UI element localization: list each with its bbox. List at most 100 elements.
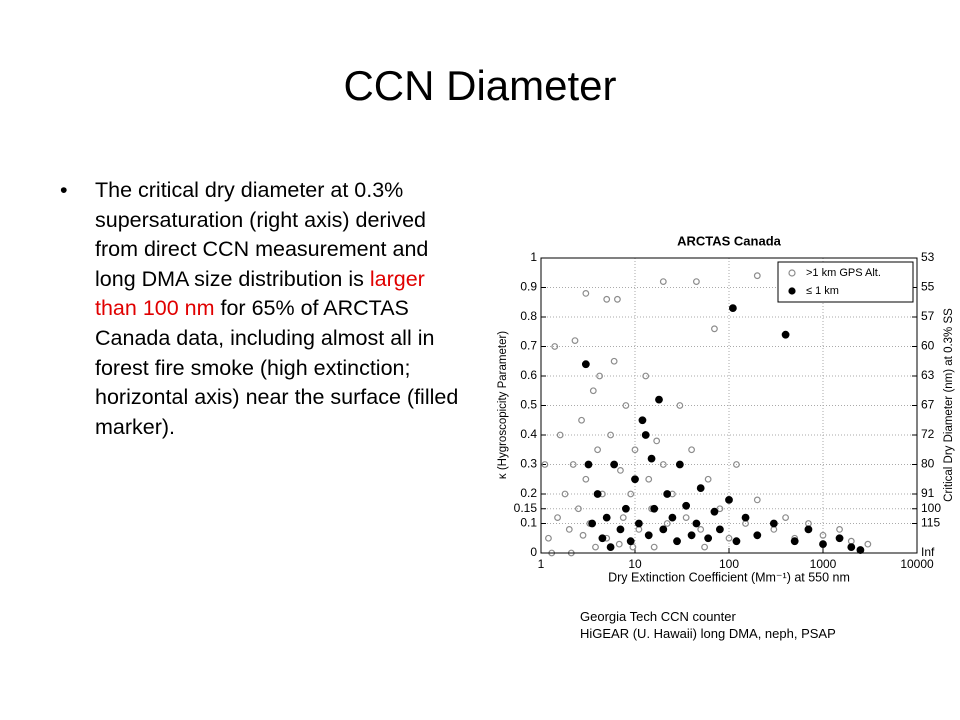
point bbox=[545, 534, 552, 542]
point bbox=[687, 531, 696, 540]
point bbox=[697, 526, 705, 533]
point bbox=[582, 290, 590, 297]
x-tick-label: 10 bbox=[628, 557, 642, 571]
bullet-dot: • bbox=[60, 178, 68, 202]
plot-frame bbox=[540, 257, 918, 554]
point bbox=[704, 534, 713, 543]
point bbox=[631, 475, 639, 484]
point bbox=[621, 504, 630, 513]
point bbox=[579, 531, 587, 539]
x-tick-label: 10000 bbox=[900, 557, 934, 571]
point bbox=[847, 543, 856, 551]
legend-label: >1 km GPS Alt. bbox=[806, 267, 881, 279]
point bbox=[782, 514, 789, 521]
point bbox=[693, 278, 700, 286]
point bbox=[584, 460, 593, 469]
point bbox=[856, 546, 865, 554]
point bbox=[596, 372, 603, 380]
y2-tick-label: 80 bbox=[921, 457, 935, 471]
point bbox=[589, 387, 597, 395]
x-tick-label: 1 bbox=[538, 557, 545, 571]
point bbox=[711, 325, 718, 333]
y-tick-label: 1 bbox=[530, 250, 537, 264]
y2-tick-label: 60 bbox=[921, 339, 935, 353]
point bbox=[631, 446, 639, 454]
point bbox=[725, 534, 733, 542]
point bbox=[610, 357, 618, 365]
point bbox=[598, 534, 607, 543]
point bbox=[541, 461, 549, 468]
chart-title: ARCTAS Canada bbox=[677, 233, 782, 248]
point bbox=[582, 475, 590, 483]
point bbox=[594, 446, 601, 454]
point bbox=[692, 519, 701, 528]
point bbox=[688, 446, 695, 454]
y-tick-label: 0.6 bbox=[520, 368, 537, 382]
point bbox=[790, 537, 799, 546]
point bbox=[725, 496, 733, 504]
point bbox=[617, 467, 624, 474]
point bbox=[682, 501, 691, 510]
point bbox=[663, 520, 671, 527]
y-tick-label: 0.3 bbox=[520, 457, 537, 471]
point bbox=[732, 537, 741, 546]
point bbox=[668, 513, 677, 522]
point bbox=[653, 437, 661, 445]
point bbox=[645, 475, 653, 483]
point bbox=[588, 519, 597, 528]
point bbox=[641, 431, 650, 439]
y2-tick-label: 63 bbox=[921, 368, 935, 382]
point bbox=[592, 543, 599, 551]
point bbox=[650, 543, 658, 551]
y-tick-label: 0.5 bbox=[520, 398, 537, 412]
point bbox=[753, 496, 761, 504]
point bbox=[607, 431, 614, 439]
point bbox=[602, 513, 611, 522]
y2-tick-label: 100 bbox=[921, 501, 941, 515]
point bbox=[578, 416, 585, 424]
point bbox=[659, 278, 667, 286]
point bbox=[622, 402, 630, 409]
y-tick-label: 0.15 bbox=[514, 501, 538, 515]
y2-tick-label: 55 bbox=[921, 280, 935, 294]
point bbox=[581, 360, 590, 369]
y2-tick-label: 53 bbox=[921, 250, 935, 264]
point bbox=[696, 484, 705, 493]
point bbox=[571, 337, 579, 345]
point bbox=[835, 534, 844, 543]
text: for 65% of ARCTAS Canada data, including… bbox=[95, 296, 459, 439]
point bbox=[728, 304, 737, 313]
y-tick-label: 0.7 bbox=[520, 339, 537, 353]
point bbox=[627, 490, 635, 498]
point bbox=[659, 525, 668, 534]
point bbox=[676, 402, 684, 409]
point bbox=[644, 531, 653, 540]
point bbox=[710, 507, 719, 516]
text: The critical dry diameter at 0.3% supers… bbox=[95, 178, 429, 291]
point bbox=[753, 272, 761, 280]
point bbox=[663, 490, 672, 498]
y-tick-label: 0.1 bbox=[520, 516, 537, 530]
point bbox=[682, 514, 690, 521]
point bbox=[614, 295, 621, 303]
y2-tick-label: 67 bbox=[921, 398, 935, 412]
point bbox=[753, 531, 762, 540]
y2-tick-label: 72 bbox=[921, 427, 935, 441]
y-tick-label: 0.8 bbox=[520, 309, 537, 323]
y-tick-label: 0.2 bbox=[520, 486, 537, 500]
point bbox=[675, 460, 684, 469]
point bbox=[638, 416, 647, 425]
y-tick-label: 0.4 bbox=[520, 427, 537, 441]
point bbox=[554, 514, 561, 521]
point bbox=[603, 295, 611, 303]
point bbox=[606, 543, 615, 551]
credits: Georgia Tech CCN counter HiGEAR (U. Hawai… bbox=[580, 608, 836, 642]
point bbox=[819, 540, 827, 549]
point bbox=[556, 431, 564, 439]
point bbox=[647, 454, 656, 463]
point bbox=[836, 526, 843, 533]
point bbox=[634, 519, 643, 528]
point bbox=[650, 504, 659, 513]
point bbox=[569, 461, 577, 468]
